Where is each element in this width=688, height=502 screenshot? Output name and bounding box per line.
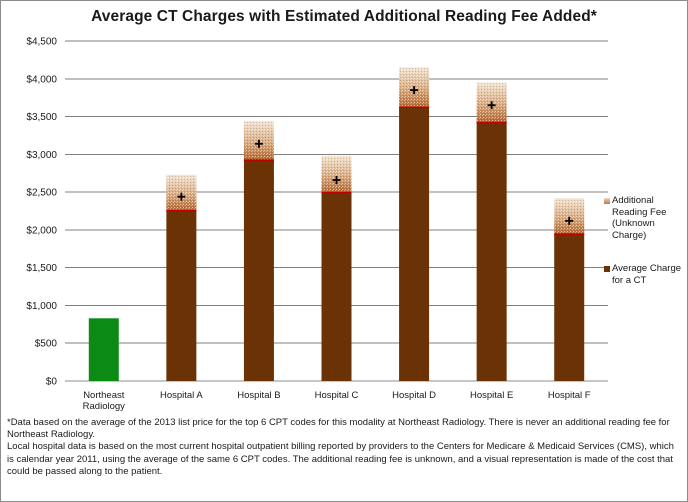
bar-reading-fee-texture xyxy=(166,174,197,211)
legend-label-average-charge-1: Average Charge xyxy=(612,263,682,274)
footnote-line-2: Local hospital data is based on the most… xyxy=(7,441,674,477)
y-tick-label: $4,500 xyxy=(26,37,57,48)
plot-area: $0 $500 $1,000 $1,500 $2,000 $2,500 $3,000 $3,5… xyxy=(26,37,608,412)
x-category-label: Hospital D xyxy=(392,390,436,401)
bar-average-charge xyxy=(321,192,352,381)
bar-average-charge xyxy=(476,121,507,381)
bar-average-charge xyxy=(399,106,430,381)
bars xyxy=(88,67,585,381)
bar-reading-fee-texture xyxy=(554,198,585,234)
legend-item-average-charge: Average Charge for a CT xyxy=(604,263,686,286)
bar-reading-fee-texture xyxy=(321,155,352,193)
bar-average-charge xyxy=(166,210,197,381)
legend-label-reading-fee-1: Additional xyxy=(612,195,654,206)
bar-average-charge xyxy=(243,159,274,381)
x-category-label: Hospital F xyxy=(548,390,591,401)
legend-label-reading-fee-3: (Unknown xyxy=(612,218,655,229)
x-category-label: Radiology xyxy=(83,401,125,412)
x-category-label: Hospital E xyxy=(470,390,513,401)
y-tick-label: $2,000 xyxy=(26,225,57,236)
legend-label-reading-fee-2: Reading Fee xyxy=(612,206,667,218)
y-tick-label: $4,000 xyxy=(26,74,57,85)
legend-label-reading-fee-4: Charge) xyxy=(612,229,647,241)
y-tick-label: $1,500 xyxy=(26,263,57,274)
x-category-label: Hospital B xyxy=(237,390,280,401)
legend-swatch-reading-fee xyxy=(604,198,610,204)
x-category-label: Hospital A xyxy=(160,390,203,401)
y-tick-label: $500 xyxy=(35,339,58,350)
y-axis-ticks: $0 $500 $1,000 $1,500 $2,000 $2,500 $3,000 $3,5… xyxy=(26,37,57,388)
y-tick-label: $3,500 xyxy=(26,112,57,123)
footnote-line-1: *Data based on the average of the 2013 l… xyxy=(7,417,670,441)
footnote: *Data based on the average of the 2013 l… xyxy=(7,417,683,478)
chart-title: Average CT Charges with Estimated Additi… xyxy=(91,8,597,25)
legend-item-reading-fee: Additional Reading Fee (Unknown Charge) xyxy=(604,195,686,241)
legend-label-average-charge-2: for a CT xyxy=(612,274,647,286)
bar-average-charge xyxy=(554,233,585,381)
y-tick-label: $1,000 xyxy=(26,301,57,312)
y-tick-label: $2,500 xyxy=(26,188,57,199)
legend-swatch-average-charge xyxy=(604,266,610,272)
y-tick-label: $0 xyxy=(46,377,58,388)
y-tick-label: $3,000 xyxy=(26,150,57,161)
x-category-label: Northeast xyxy=(83,390,125,401)
x-category-label: Hospital C xyxy=(315,390,359,401)
bar-average-charge xyxy=(88,318,119,381)
